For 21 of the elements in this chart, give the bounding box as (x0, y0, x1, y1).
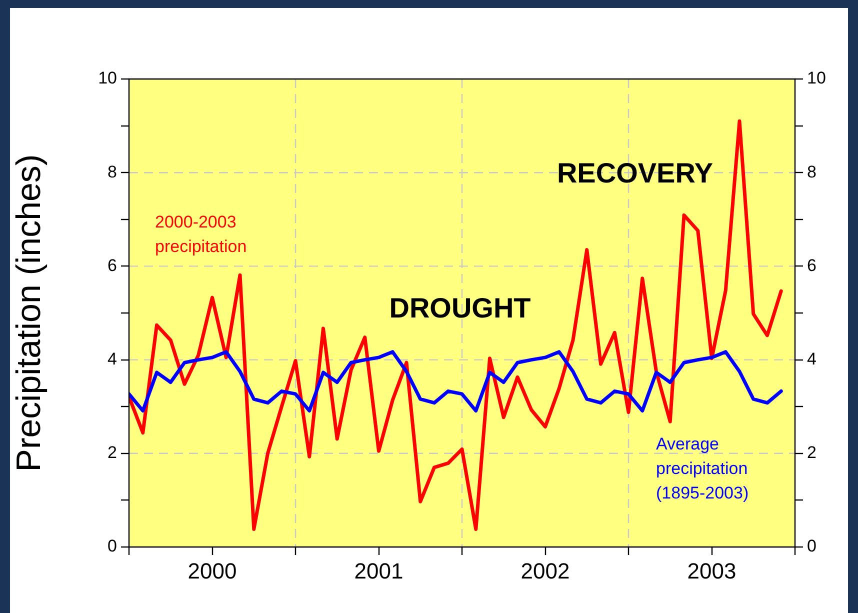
annotation: DROUGHT (389, 292, 531, 324)
y2-tick-label: 6 (807, 256, 816, 275)
x-tick-label: 2003 (687, 558, 736, 584)
y-tick-label: 0 (108, 536, 117, 556)
y-tick-label: 6 (108, 256, 117, 275)
y-tick-label: 2 (108, 443, 117, 462)
y2-tick-label: 8 (807, 162, 816, 182)
annotation: RECOVERY (556, 158, 714, 189)
y-tick-label: 8 (108, 162, 117, 182)
x-tick-label: 2001 (354, 558, 404, 584)
series-label: Average precipitation (1895-2003) (656, 434, 749, 503)
y-axis-title: Precipitation (inches) (10, 154, 48, 472)
x-tick-label: 2002 (520, 558, 570, 584)
y2-tick-label: 0 (807, 536, 816, 556)
y2-tick-label: 4 (807, 349, 816, 368)
y2-tick-label: 10 (807, 68, 826, 88)
y-tick-label: 10 (98, 68, 117, 88)
x-tick-label: 2000 (188, 558, 237, 584)
y2-tick-label: 2 (807, 443, 816, 462)
y-tick-label: 4 (108, 349, 117, 368)
series-label: 2000-2003 precipitation (155, 212, 247, 256)
